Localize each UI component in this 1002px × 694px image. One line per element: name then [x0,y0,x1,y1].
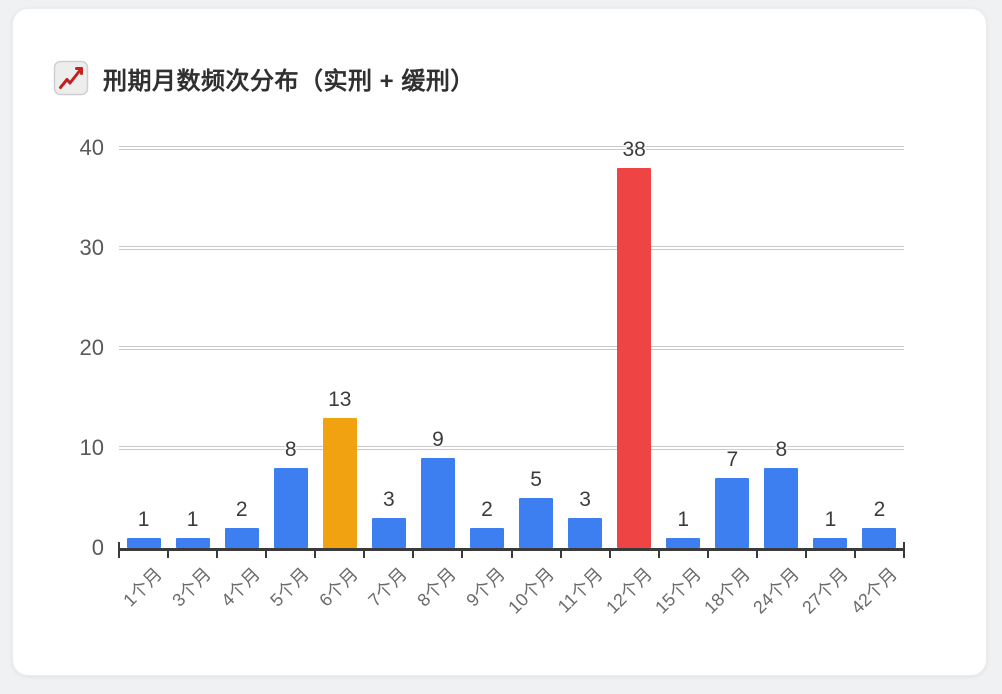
bar[interactable] [813,538,848,548]
chart-header: 刑期月数频次分布（实刑 + 缓刑） [53,57,475,99]
bar[interactable] [617,168,652,548]
bar[interactable] [126,538,161,548]
x-axis-tick [853,551,856,558]
x-axis-tick [363,551,366,558]
y-axis-tick-label: 0 [91,535,104,560]
bar[interactable] [420,458,455,548]
bar[interactable] [224,528,259,548]
x-axis-tick [903,542,905,558]
bar[interactable] [322,418,357,548]
bar-value-label: 8 [284,438,297,461]
chart-increasing-icon [53,60,89,96]
bar[interactable] [862,528,897,548]
bar[interactable] [568,518,603,548]
x-axis-tick [608,551,611,558]
x-axis-tick [804,551,807,558]
x-axis-tick [167,551,170,558]
bar-value-label: 2 [235,498,248,521]
bar-value-label: 2 [873,498,886,521]
bar-value-label: 5 [530,468,542,491]
bar[interactable] [175,538,210,548]
bar-value-label: 3 [383,488,395,511]
bar-value-label: 3 [579,488,591,511]
x-axis-tick [706,551,709,558]
bar[interactable] [764,468,799,548]
gridline [119,346,904,350]
bar[interactable] [715,478,750,548]
x-axis-tick [118,542,120,558]
bar-value-label: 1 [186,508,199,531]
bar[interactable] [519,498,554,548]
bar-value-label: 1 [677,508,690,531]
y-axis-tick-label: 20 [79,335,104,360]
bar-value-label: 13 [328,388,352,411]
bar-value-label: 1 [824,508,837,531]
x-axis-tick [657,551,660,558]
x-axis-tick [216,551,219,558]
x-axis-tick [412,551,415,558]
bar-value-label: 38 [622,138,646,161]
gridline [119,246,904,250]
x-axis-tick [314,551,317,558]
x-axis-tick [755,551,758,558]
bar[interactable] [371,518,406,548]
bar-value-label: 7 [726,448,739,471]
x-axis-tick [461,551,464,558]
y-axis-tick-label: 40 [79,135,104,160]
y-axis-tick-label: 10 [79,435,104,460]
bar[interactable] [273,468,308,548]
bar-value-label: 2 [481,498,493,521]
x-axis-tick [510,551,513,558]
x-axis-tick [559,551,562,558]
bar[interactable] [469,528,504,548]
x-axis-tick [265,551,268,558]
chart-card: 刑期月数频次分布（实刑 + 缓刑） 1 1 2 8 13 3 9 2 5 3 38 1 7 8 1 2 0 10… [12,8,987,676]
bar[interactable] [666,538,701,548]
chart-title: 刑期月数频次分布（实刑 + 缓刑） [103,67,475,95]
gridline [119,146,904,150]
gridline [119,446,904,450]
plot-area: 1 1 2 8 13 3 9 2 5 3 38 1 7 8 1 2 [118,138,905,558]
bar-value-label: 9 [432,428,444,451]
bar-value-label: 8 [775,438,788,461]
bar-value-label: 1 [137,508,150,531]
y-axis-tick-label: 30 [79,235,104,260]
